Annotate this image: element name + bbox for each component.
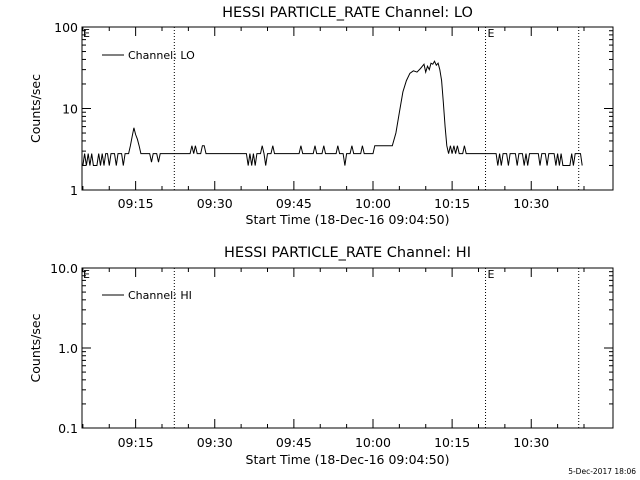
x-tick-label: 09:45 [276,196,312,211]
y-tick-label: 10 [62,102,78,117]
y-tick-label: 1.0 [58,341,78,356]
series-line-channel-lo [82,60,583,166]
event-line-label: E [488,268,495,281]
x-tick-label: 09:45 [276,435,312,450]
legend-label: Channel: HI [128,289,192,302]
x-tick-label: 10:15 [434,196,470,211]
x-tick-label: 10:00 [355,435,391,450]
x-tick-label: 09:15 [118,435,154,450]
x-axis-label: Start Time (18-Dec-16 09:04:50) [246,452,450,467]
x-tick-label: 09:30 [197,196,233,211]
chart-title: HESSI PARTICLE_RATE Channel: HI [224,245,471,261]
y-axis-label: Counts/sec [28,313,43,382]
x-tick-label: 10:30 [513,435,549,450]
x-tick-label: 10:30 [513,196,549,211]
x-tick-label: 09:15 [118,196,154,211]
legend-label: Channel: LO [128,49,195,62]
y-tick-label: 10.0 [50,261,78,276]
x-tick-label: 09:30 [197,435,233,450]
x-tick-label: 10:15 [434,435,470,450]
y-tick-label: 100 [54,20,78,35]
y-tick-label: 1 [70,183,78,198]
y-axis-label: Counts/sec [28,74,43,143]
y-tick-label: 0.1 [58,421,78,436]
corner-label: E [83,268,90,281]
x-axis-label: Start Time (18-Dec-16 09:04:50) [246,212,450,227]
corner-label: E [83,27,90,40]
footer-timestamp: 5-Dec-2017 18:06 [568,467,636,476]
chart-title: HESSI PARTICLE_RATE Channel: LO [222,5,473,21]
x-tick-label: 10:00 [355,196,391,211]
event-line-label: E [488,27,495,40]
